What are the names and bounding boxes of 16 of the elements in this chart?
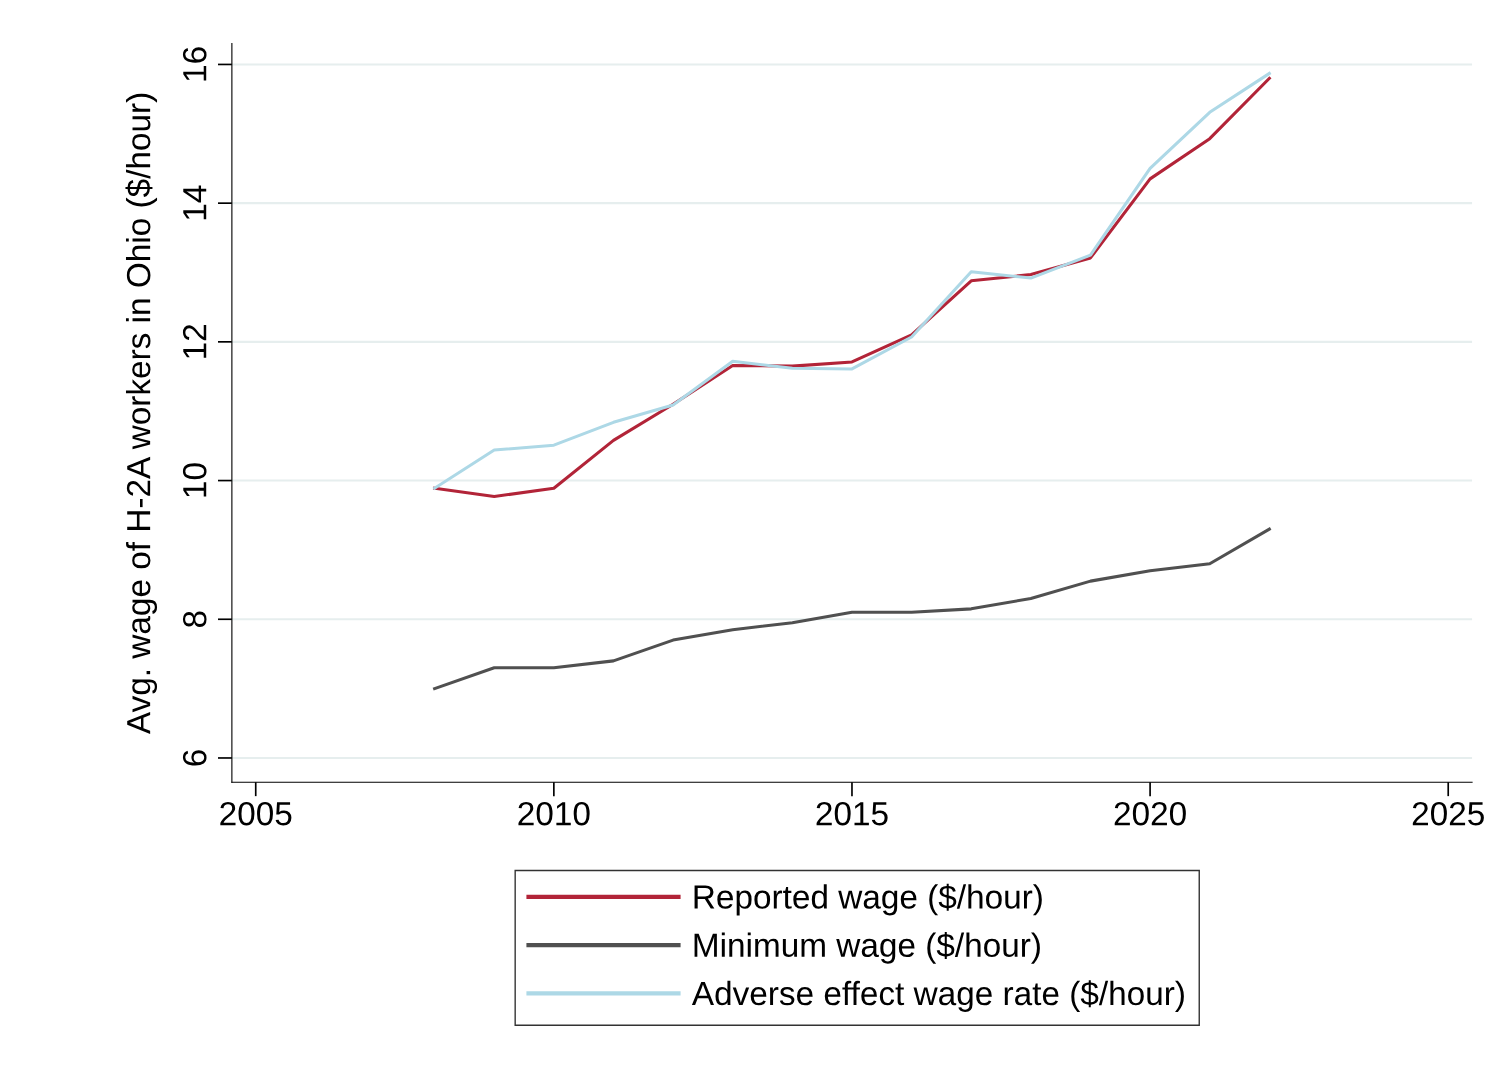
y-tick-label: 12 [182,324,207,358]
y-tick-label: 10 [182,463,207,497]
legend-label: Reported wage ($/hour) [694,883,1042,916]
x-tick-label: 2025 [1412,801,1484,826]
x-tick-label: 2005 [220,801,292,826]
y-tick-label: 16 [182,47,207,81]
x-tick-label: 2010 [518,801,590,826]
line-series [433,527,1271,691]
y-tick-label: 8 [182,611,207,628]
y-tick-label: 14 [183,185,207,220]
x-tick-label: 2015 [816,801,888,826]
y-axis-title: Avg. wage of H-2A workers in Ohio ($/hour) [125,93,158,734]
legend-label: Adverse effect wage rate ($/hour) [691,980,1184,1012]
x-tick-label: 2020 [1114,801,1186,826]
legend-label: Minimum wage ($/hour) [694,932,1040,964]
y-tick-label: 6 [182,750,207,766]
